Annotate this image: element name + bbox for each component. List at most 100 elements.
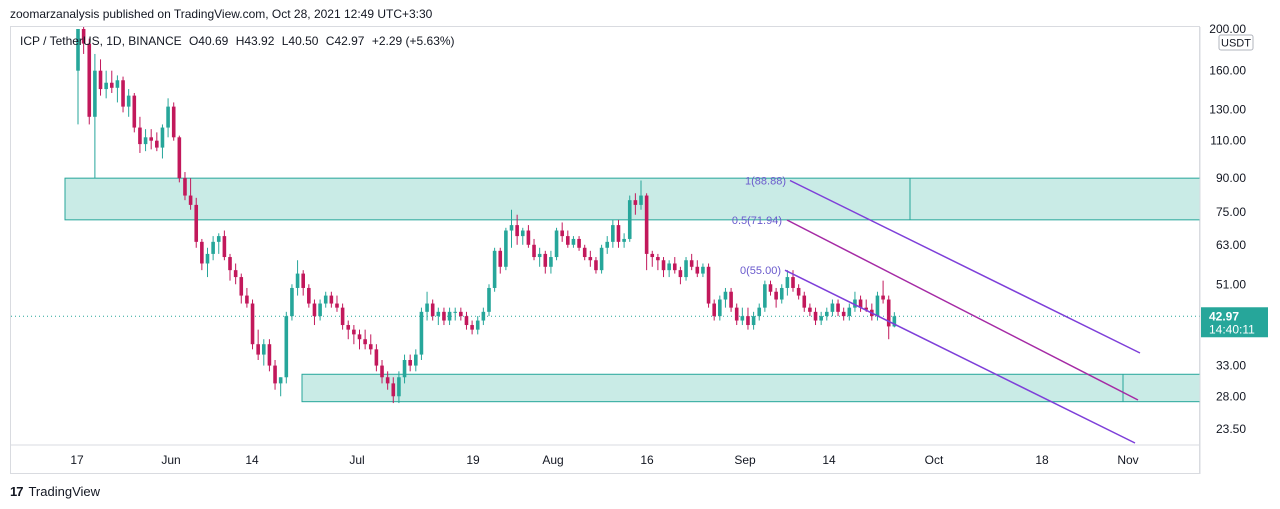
candle-body [504, 230, 508, 267]
candle-body [588, 257, 593, 261]
candle-body [261, 344, 266, 355]
candle-body [318, 303, 322, 317]
price-tick-label: 63.00 [1216, 238, 1246, 252]
candle-body [98, 70, 103, 90]
candle-body [830, 303, 835, 312]
candle-body [819, 316, 823, 321]
candle-body [661, 260, 666, 271]
time-tick-label: Sep [734, 453, 756, 467]
candle-body [368, 344, 373, 350]
candle-body [380, 365, 384, 378]
candle-body [194, 204, 199, 242]
candle-body [875, 295, 880, 317]
candle-body [329, 295, 334, 304]
candle-body [307, 287, 311, 304]
legend-symbol[interactable]: ICP / TetherUS, 1D, BINANCE [20, 34, 182, 48]
candle-body [115, 80, 120, 88]
candle-body [554, 230, 559, 258]
channel-mid-line [786, 219, 1139, 401]
time-tick-label: 16 [640, 453, 654, 467]
time-tick-label: 19 [466, 453, 480, 467]
candle-body [701, 266, 705, 274]
candle-body [346, 325, 351, 330]
candle-body [211, 241, 215, 254]
candle-body [723, 291, 728, 300]
candle-body [532, 244, 536, 258]
price-badge-value: 42.97 [1209, 309, 1239, 323]
candle-body [672, 263, 677, 271]
candle-body [301, 273, 305, 288]
tradingview-logo-icon: 17 [10, 484, 24, 499]
publisher-line: zoomarzanalysis published on TradingView… [10, 7, 433, 21]
candle-body [470, 325, 474, 330]
candle-body [121, 80, 125, 107]
candle-body [81, 29, 86, 44]
tradingview-logo[interactable]: 17 TradingView [10, 484, 100, 499]
candle-body [385, 377, 390, 384]
candle-body [549, 257, 553, 267]
brand-name: TradingView [28, 484, 101, 499]
candle-body [183, 178, 187, 196]
candle-body [740, 316, 745, 321]
candle-body [718, 299, 722, 317]
candle-body [650, 253, 655, 258]
candle-body [824, 311, 829, 317]
candle-body [245, 295, 249, 304]
candle-body [886, 299, 891, 327]
candle-body [487, 287, 491, 312]
legend-close: C42.97 [325, 34, 365, 48]
fib-label-bottom: 0(55.00) [740, 265, 781, 277]
candle-body [605, 241, 610, 248]
time-tick-label: 18 [1035, 453, 1049, 467]
candle-body [200, 241, 204, 264]
candle-body [791, 277, 795, 288]
candle-body [656, 257, 660, 261]
candle-body [239, 277, 244, 296]
candle-body [76, 29, 80, 71]
candle-body [233, 270, 238, 278]
candle-body [216, 236, 221, 242]
candle-body [109, 82, 114, 88]
candle-body [644, 195, 649, 254]
candle-body [126, 95, 131, 107]
candle-body [751, 316, 756, 326]
fib-label-top: 1(88.88) [745, 176, 786, 188]
candle-body [594, 260, 598, 271]
currency-badge-text: USDT [1221, 38, 1251, 50]
candle-body [706, 266, 711, 304]
candle-body [689, 260, 694, 267]
candle-body [864, 307, 868, 310]
candle-body [796, 287, 801, 296]
candle-body [808, 307, 812, 312]
candle-body [779, 287, 784, 300]
candle-body [419, 311, 424, 355]
channel-upper-line [789, 179, 1141, 354]
candle-body [391, 383, 396, 397]
candle-body [374, 349, 379, 366]
candle-body [853, 299, 857, 308]
time-tick-label: 17 [70, 453, 84, 467]
candle-body [430, 303, 435, 317]
fib-label-mid: 0.5(71.94) [732, 215, 782, 227]
candle-body [171, 106, 176, 138]
time-tick-label: Oct [925, 453, 944, 467]
candle-body [847, 307, 852, 317]
candle-body [143, 137, 148, 145]
candle-body [582, 247, 587, 258]
candle-body [757, 307, 762, 317]
sr-zone [64, 177, 1200, 221]
candle-body [459, 311, 463, 317]
candle-body [155, 140, 159, 148]
candle-body [520, 230, 525, 237]
candle-body [132, 95, 137, 128]
legend-low: L40.50 [281, 34, 319, 48]
candle-body [335, 303, 339, 308]
candle-body [475, 320, 480, 330]
candle-body [284, 316, 289, 378]
price-badge-countdown: 14:40:11 [1209, 322, 1255, 336]
candle-body [442, 311, 446, 321]
candle-body [498, 250, 503, 267]
candle-body [93, 70, 97, 117]
candle-body [763, 284, 767, 308]
